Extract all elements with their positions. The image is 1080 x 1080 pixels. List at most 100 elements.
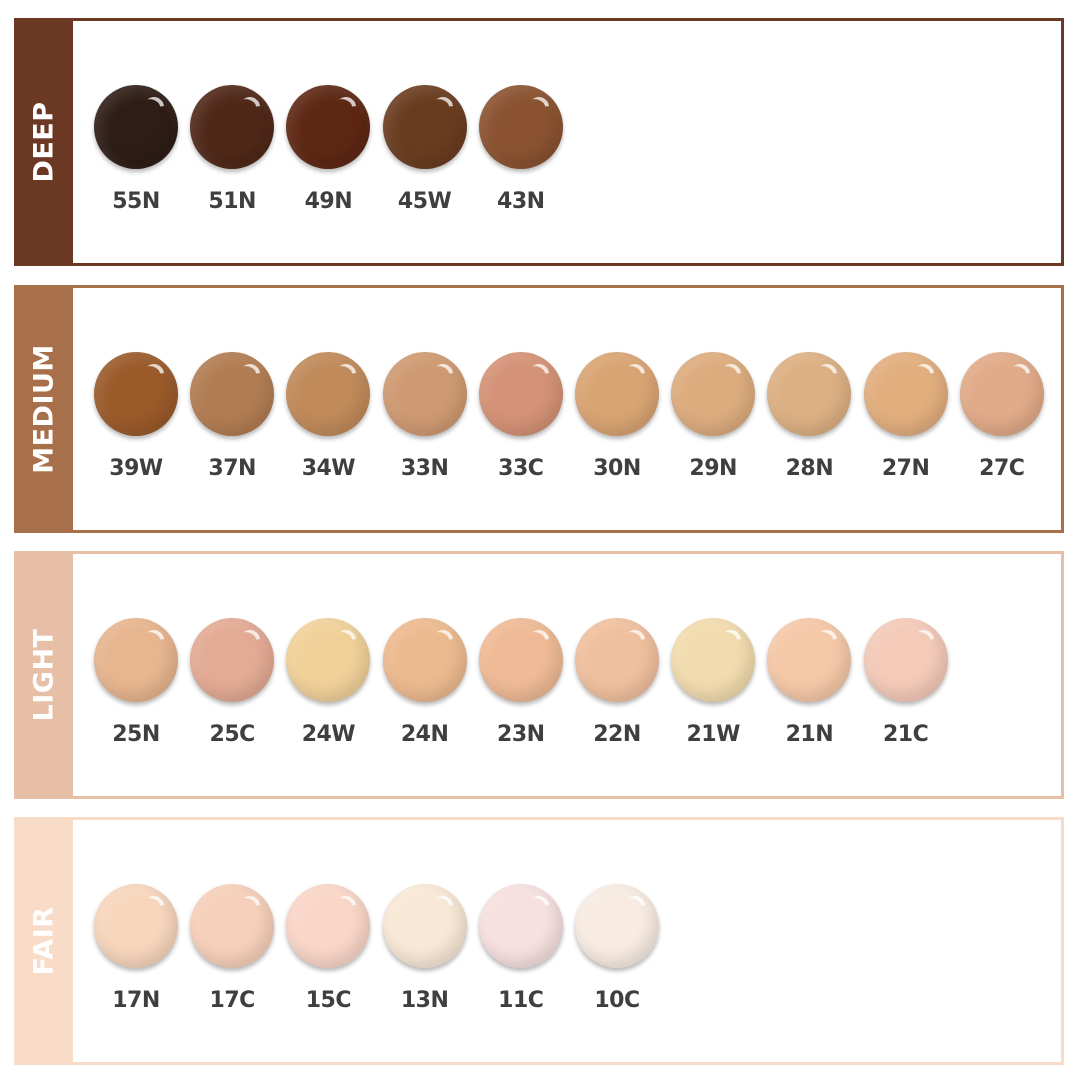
shade-dot[interactable]: [575, 884, 659, 968]
shade-dot[interactable]: [382, 618, 467, 702]
shade-dot[interactable]: [575, 618, 659, 702]
shade-code: 21N: [785, 722, 834, 747]
shade-dot[interactable]: [94, 884, 178, 968]
shade-dot[interactable]: [190, 618, 275, 702]
shade-code: 30N: [593, 456, 641, 481]
shade-dot[interactable]: [478, 618, 563, 702]
shade-dot[interactable]: [94, 352, 178, 436]
shade-dot[interactable]: [94, 618, 178, 702]
shade-swatch[interactable]: 15C: [285, 884, 371, 1013]
shade-swatch[interactable]: 29N: [670, 352, 756, 481]
shade-code: 17N: [112, 988, 160, 1013]
shade-code: 10C: [594, 988, 640, 1013]
shade-swatch[interactable]: 34W: [285, 352, 371, 481]
shade-dot[interactable]: [863, 618, 948, 702]
category-tab: DEEP: [14, 18, 73, 266]
shade-dot[interactable]: [478, 884, 563, 968]
section-medium: MEDIUM 39W 37N 34W 33N 33C 30N 29N 28N 27N 27C: [14, 285, 1064, 533]
shade-code: 37N: [208, 456, 256, 481]
category-label: DEEP: [28, 101, 59, 183]
shade-swatch[interactable]: 10C: [574, 884, 660, 1013]
shade-code: 33N: [400, 456, 449, 481]
category-label: LIGHT: [28, 628, 59, 722]
section-light: LIGHT 25N 25C 24W 24N 23N 22N 21W 21N 21C: [14, 551, 1064, 799]
shade-code: 13N: [400, 988, 449, 1013]
shade-code: 11C: [498, 988, 544, 1013]
shade-code: 43N: [497, 189, 545, 214]
shade-dot[interactable]: [478, 352, 563, 436]
shade-swatch[interactable]: 21C: [863, 618, 949, 747]
shade-dot[interactable]: [959, 352, 1044, 436]
shade-dot[interactable]: [767, 352, 852, 436]
shade-code: 27N: [881, 456, 930, 481]
shade-code: 34W: [301, 456, 356, 481]
shade-dot[interactable]: [767, 618, 852, 702]
shade-dot[interactable]: [478, 85, 563, 169]
shade-swatch[interactable]: 21N: [766, 618, 852, 747]
shade-dot[interactable]: [286, 85, 371, 169]
shade-swatch[interactable]: 22N: [574, 618, 660, 747]
shade-code: 29N: [689, 456, 737, 481]
shade-swatch[interactable]: 27C: [959, 352, 1045, 481]
shade-dot[interactable]: [382, 352, 467, 436]
shade-dot[interactable]: [190, 85, 275, 169]
shade-swatch[interactable]: 11C: [478, 884, 564, 1013]
shade-swatch[interactable]: 13N: [382, 884, 468, 1013]
category-tab: LIGHT: [14, 551, 73, 799]
shade-swatch[interactable]: 39W: [93, 352, 179, 481]
shade-code: 39W: [109, 456, 163, 481]
shade-code: 45W: [397, 189, 452, 214]
shade-dot[interactable]: [382, 884, 467, 968]
shade-swatch[interactable]: 51N: [189, 85, 275, 214]
shade-swatch[interactable]: 24N: [382, 618, 468, 747]
shade-swatch[interactable]: 28N: [766, 352, 852, 481]
section-deep: DEEP 55N 51N 49N 45W 43N: [14, 18, 1064, 266]
shade-code: 24N: [400, 722, 449, 747]
shade-swatch[interactable]: 21W: [670, 618, 756, 747]
shade-swatch[interactable]: 33C: [478, 352, 564, 481]
shade-swatch[interactable]: 55N: [93, 85, 179, 214]
shade-dot[interactable]: [286, 884, 371, 968]
shade-dot[interactable]: [190, 884, 275, 968]
shade-swatch[interactable]: 25N: [93, 618, 179, 747]
shade-swatch[interactable]: 37N: [189, 352, 275, 481]
shade-dot[interactable]: [190, 352, 275, 436]
shade-code: 15C: [305, 988, 352, 1013]
shade-swatch[interactable]: 45W: [382, 85, 468, 214]
shade-code: 51N: [208, 189, 256, 214]
shade-dot[interactable]: [863, 352, 948, 436]
shade-code: 27C: [979, 456, 1025, 481]
category-label: MEDIUM: [28, 344, 59, 474]
shade-dot[interactable]: [286, 352, 371, 436]
shade-code: 49N: [304, 189, 353, 214]
shade-code: 24W: [301, 722, 356, 747]
shade-code: 23N: [497, 722, 545, 747]
shade-swatch[interactable]: 49N: [285, 85, 371, 214]
shade-dot[interactable]: [671, 352, 756, 436]
shade-swatch[interactable]: 17C: [189, 884, 275, 1013]
category-label: FAIR: [28, 906, 59, 976]
shade-swatch[interactable]: 43N: [478, 85, 564, 214]
category-tab: FAIR: [14, 817, 73, 1065]
shade-swatch[interactable]: 30N: [574, 352, 660, 481]
shade-code: 25N: [112, 722, 160, 747]
shade-dot[interactable]: [286, 618, 371, 702]
shade-code: 33C: [498, 456, 544, 481]
shade-swatch[interactable]: 33N: [382, 352, 468, 481]
shade-swatch[interactable]: 17N: [93, 884, 179, 1013]
shade-dot[interactable]: [671, 618, 756, 702]
section-fair: FAIR 17N 17C 15C 13N 11C 10C: [14, 817, 1064, 1065]
shade-swatch[interactable]: 23N: [478, 618, 564, 747]
shade-swatch[interactable]: 27N: [863, 352, 949, 481]
shade-dot[interactable]: [382, 85, 467, 169]
shade-code: 17C: [209, 988, 256, 1013]
shade-dot[interactable]: [94, 85, 178, 169]
shade-swatch[interactable]: 24W: [285, 618, 371, 747]
shade-code: 21W: [686, 722, 740, 747]
shade-code: 55N: [112, 189, 160, 214]
shade-code: 22N: [593, 722, 641, 747]
shade-swatch[interactable]: 25C: [189, 618, 275, 747]
shade-code: 28N: [785, 456, 834, 481]
shade-code: 25C: [209, 722, 256, 747]
shade-dot[interactable]: [575, 352, 659, 436]
